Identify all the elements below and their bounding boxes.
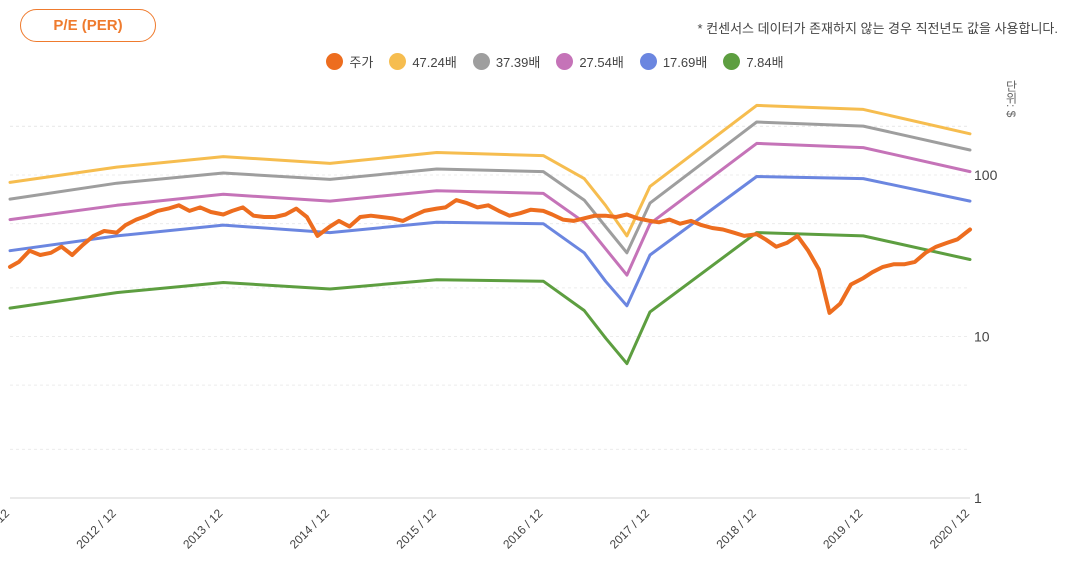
series-line-band <box>8 175 972 308</box>
series-line-band <box>8 103 972 238</box>
legend-label: 27.54배 <box>579 54 624 70</box>
x-tick-label: 2014 / 12 <box>287 506 333 552</box>
x-tick-label: 2012 / 12 <box>74 506 120 552</box>
legend-swatch <box>472 52 490 70</box>
legend-label: 47.24배 <box>412 54 457 70</box>
series-line-price <box>8 198 972 315</box>
chart-legend: 주가 47.24배 37.39배 27.54배 17.69배 7.84배 <box>0 50 1082 72</box>
legend-item[interactable]: 17.69배 <box>639 50 708 72</box>
legend-swatch <box>639 52 657 70</box>
legend-label: 주가 <box>349 54 374 70</box>
x-tick-label: 2016 / 12 <box>500 506 546 552</box>
legend-label: 17.69배 <box>662 54 708 70</box>
legend-item[interactable]: 37.39배 <box>472 50 541 72</box>
x-tick-label: 2020 / 12 <box>927 506 973 552</box>
legend-item[interactable]: 47.24배 <box>389 50 457 72</box>
x-tick-label: 2015 / 12 <box>394 506 440 552</box>
series-line-band <box>8 141 972 277</box>
y-tick-label: 100 <box>974 167 998 183</box>
x-tick-label: 2011 / 12 <box>0 506 12 551</box>
legend-label: 7.84배 <box>746 54 784 70</box>
consensus-note: * 컨센서스 데이터가 존재하지 않는 경우 직전년도 값을 사용합니다. <box>697 21 1059 36</box>
legend-item[interactable]: 7.84배 <box>723 50 784 72</box>
x-tick-label: 2019 / 12 <box>820 506 866 552</box>
x-tick-label: 2017 / 12 <box>607 506 653 552</box>
legend-item[interactable]: 27.54배 <box>556 50 624 72</box>
series-line-band <box>8 120 972 255</box>
y-tick-label: 1 <box>974 490 982 506</box>
legend-label: 37.39배 <box>495 54 541 70</box>
legend-swatch <box>326 52 344 70</box>
legend-item[interactable]: 주가 <box>326 50 373 72</box>
unit-label: 단위: $ <box>1004 80 1018 118</box>
y-tick-label: 10 <box>974 329 990 345</box>
x-tick-label: 2018 / 12 <box>714 506 760 552</box>
per-tab-button[interactable]: P/E (PER) <box>20 9 156 42</box>
x-tick-label: 2013 / 12 <box>180 506 226 552</box>
per-tab-label: P/E (PER) <box>53 17 123 34</box>
legend-swatch <box>389 52 407 70</box>
legend-swatch <box>556 52 574 70</box>
legend-swatch <box>723 52 741 70</box>
